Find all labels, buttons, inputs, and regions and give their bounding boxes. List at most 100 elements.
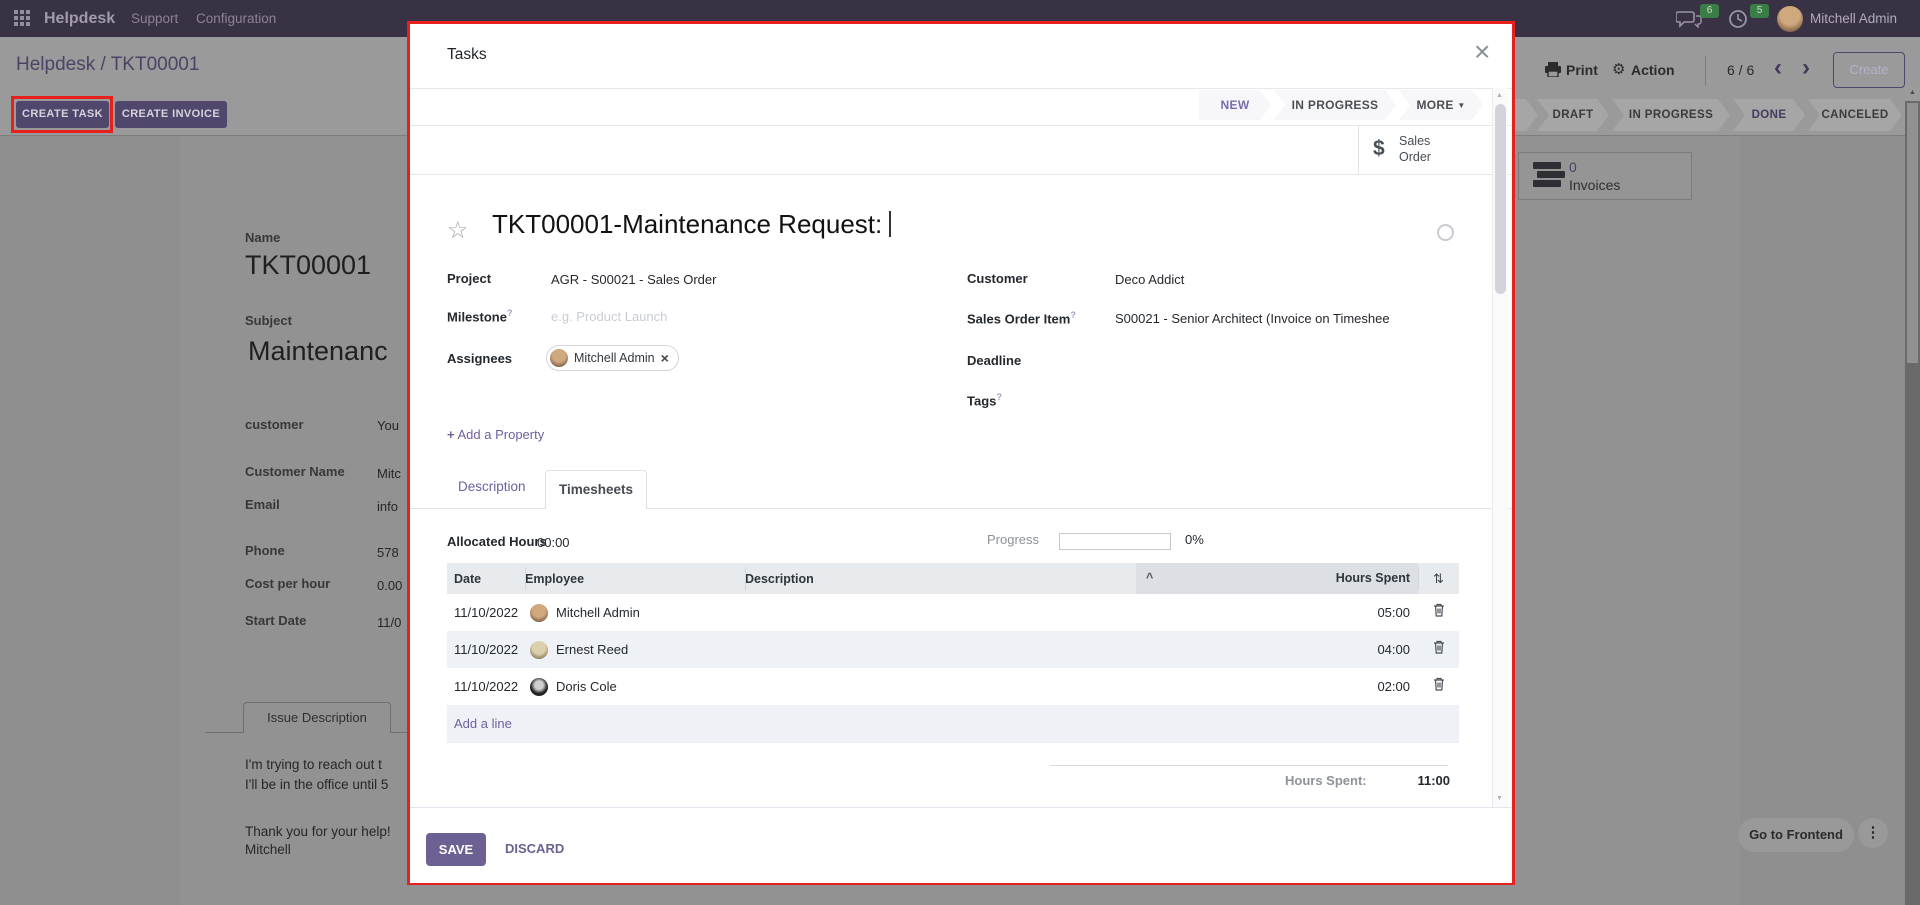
page-scrollbar: ▲ <box>1905 85 1920 905</box>
col-header-date[interactable]: Date <box>454 571 482 586</box>
cell-hours: 04:00 <box>1377 642 1410 657</box>
invoices-count: 0 <box>1569 159 1577 175</box>
create-invoice-button: CREATE INVOICE <box>115 101 227 128</box>
action-gear-icon: ⚙ <box>1612 61 1626 78</box>
tab-issue-description: Issue Description <box>243 702 391 733</box>
add-property-button[interactable]: + Add a Property <box>447 427 544 443</box>
invoices-icon <box>1533 162 1565 190</box>
add-a-line-row[interactable]: Add a line <box>447 705 1459 743</box>
page-scrollbar-thumb <box>1907 103 1918 363</box>
pager-next-icon: › <box>1802 54 1810 81</box>
more-label: MORE <box>1416 98 1454 112</box>
assignee-name: Mitchell Admin <box>574 351 655 365</box>
field-value: 578 <box>377 545 399 560</box>
user-avatar <box>1777 6 1803 32</box>
task-title-text: TKT00001-Maintenance Request: <box>492 209 890 239</box>
customer-field[interactable]: Deco Addict <box>1115 272 1185 287</box>
description-line: Thank you for your help! <box>245 824 391 839</box>
ticket-name-value: TKT00001 <box>245 250 372 280</box>
project-field[interactable]: AGR - S00021 - Sales Order <box>551 272 717 287</box>
add-a-line-link[interactable]: Add a line <box>454 716 512 731</box>
messages-icon <box>1676 11 1702 28</box>
close-icon[interactable]: × <box>1474 36 1491 67</box>
col-header-employee[interactable]: Employee <box>525 571 585 586</box>
milestone-field[interactable]: e.g. Product Launch <box>551 309 668 324</box>
messages-badge: 6 <box>1700 4 1719 18</box>
field-label: Start Date <box>245 613 307 628</box>
frontend-menu-dots-icon: ⋮ <box>1858 818 1888 848</box>
help-icon: ? <box>506 308 513 318</box>
hours-spent-total-label: Hours Spent: <box>1285 773 1367 788</box>
delete-row-icon[interactable] <box>1418 640 1459 659</box>
stage-done: DONE <box>1733 99 1805 131</box>
employee-name: Mitchell Admin <box>556 605 640 620</box>
description-line: Mitchell <box>245 842 291 857</box>
remove-tag-icon[interactable]: × <box>660 350 669 366</box>
modal-scrollbar[interactable]: ▲ ▼ <box>1492 88 1508 807</box>
smart-button-label: Order <box>1399 150 1431 164</box>
hours-spent-total-value: 11:00 <box>1417 773 1450 788</box>
menu-support: Support <box>131 11 179 26</box>
task-stage-new[interactable]: NEW <box>1199 90 1271 120</box>
timesheet-row[interactable]: 11/10/2022 Doris Cole 02:00 <box>447 668 1459 706</box>
table-header-row: Date Employee Description ^ Hours Spent … <box>447 563 1459 595</box>
col-header-description[interactable]: Description <box>745 571 814 586</box>
modal-title: Tasks <box>447 46 487 63</box>
tab-timesheets[interactable]: Timesheets <box>545 470 647 509</box>
field-value: 11/0 <box>377 615 402 630</box>
milestone-label-text: Milestone <box>447 309 507 325</box>
cell-hours: 02:00 <box>1377 679 1410 694</box>
assignee-avatar <box>550 349 568 367</box>
save-button[interactable]: SAVE <box>426 833 486 866</box>
modal-scrollbar-thumb[interactable] <box>1495 104 1506 294</box>
go-to-frontend-button: Go to Frontend <box>1738 818 1854 852</box>
scroll-up-icon[interactable]: ▲ <box>1496 92 1503 99</box>
text-cursor <box>889 211 891 237</box>
customer-label: Customer <box>967 271 1028 286</box>
activities-clock-icon <box>1729 10 1747 28</box>
app-menu-helpdesk: Helpdesk <box>44 10 116 27</box>
allocated-hours-field[interactable]: 00:00 <box>537 535 570 550</box>
modal-footer: SAVE DISCARD <box>410 807 1512 883</box>
invoices-stat-button: 0 Invoices <box>1518 152 1692 200</box>
field-value: 0.00 <box>377 578 403 593</box>
dollar-icon: $ <box>1373 137 1385 160</box>
optional-columns-icon[interactable]: ⇅ <box>1418 570 1459 588</box>
col-header-hours-sorted[interactable]: ^ Hours Spent <box>1136 563 1418 594</box>
cell-employee: Doris Cole <box>525 677 745 696</box>
help-icon: ? <box>996 392 1002 402</box>
favorite-star-icon[interactable]: ☆ <box>447 217 469 244</box>
sales-order-smart-button[interactable]: $ Sales Order <box>1358 125 1492 174</box>
print-button: Print <box>1566 62 1598 78</box>
task-title-input[interactable]: TKT00001-Maintenance Request: <box>492 209 891 240</box>
tab-description[interactable]: Description <box>458 479 526 494</box>
tags-label-text: Tags <box>967 393 997 409</box>
pager-divider <box>1705 56 1706 86</box>
task-stage-in-progress[interactable]: IN PROGRESS <box>1274 90 1396 120</box>
delete-row-icon[interactable] <box>1418 677 1459 696</box>
scroll-down-icon[interactable]: ▼ <box>1496 794 1503 802</box>
field-label: Cost per hour <box>245 576 331 591</box>
deadline-label: Deadline <box>967 353 1022 368</box>
employee-name: Doris Cole <box>556 679 617 694</box>
columns-toggle-glyph: ⇅ <box>1433 570 1444 586</box>
timesheet-row[interactable]: 11/10/2022 Mitchell Admin 05:00 <box>447 594 1459 632</box>
create-button: Create <box>1833 52 1905 88</box>
task-stage-more[interactable]: MORE ▼ <box>1399 90 1483 120</box>
employee-avatar <box>530 603 548 622</box>
scroll-up-icon: ▲ <box>1905 85 1920 101</box>
discard-button[interactable]: DISCARD <box>505 841 565 856</box>
assignee-tag[interactable]: Mitchell Admin × <box>546 345 679 371</box>
employee-avatar <box>530 677 548 696</box>
delete-row-icon[interactable] <box>1418 603 1459 622</box>
invoices-label: Invoices <box>1569 177 1621 193</box>
cell-date: 11/10/2022 <box>454 642 519 657</box>
create-task-button: CREATE TASK <box>16 101 109 128</box>
cell-hours: 05:00 <box>1377 605 1410 620</box>
kanban-state-icon[interactable] <box>1437 224 1454 241</box>
sales-order-item-field[interactable]: S00021 - Senior Architect (Invoice on Ti… <box>1115 311 1390 326</box>
activities-badge: 5 <box>1750 4 1769 18</box>
timesheet-row[interactable]: 11/10/2022 Ernest Reed 04:00 <box>447 631 1459 669</box>
user-name: Mitchell Admin <box>1810 11 1898 26</box>
